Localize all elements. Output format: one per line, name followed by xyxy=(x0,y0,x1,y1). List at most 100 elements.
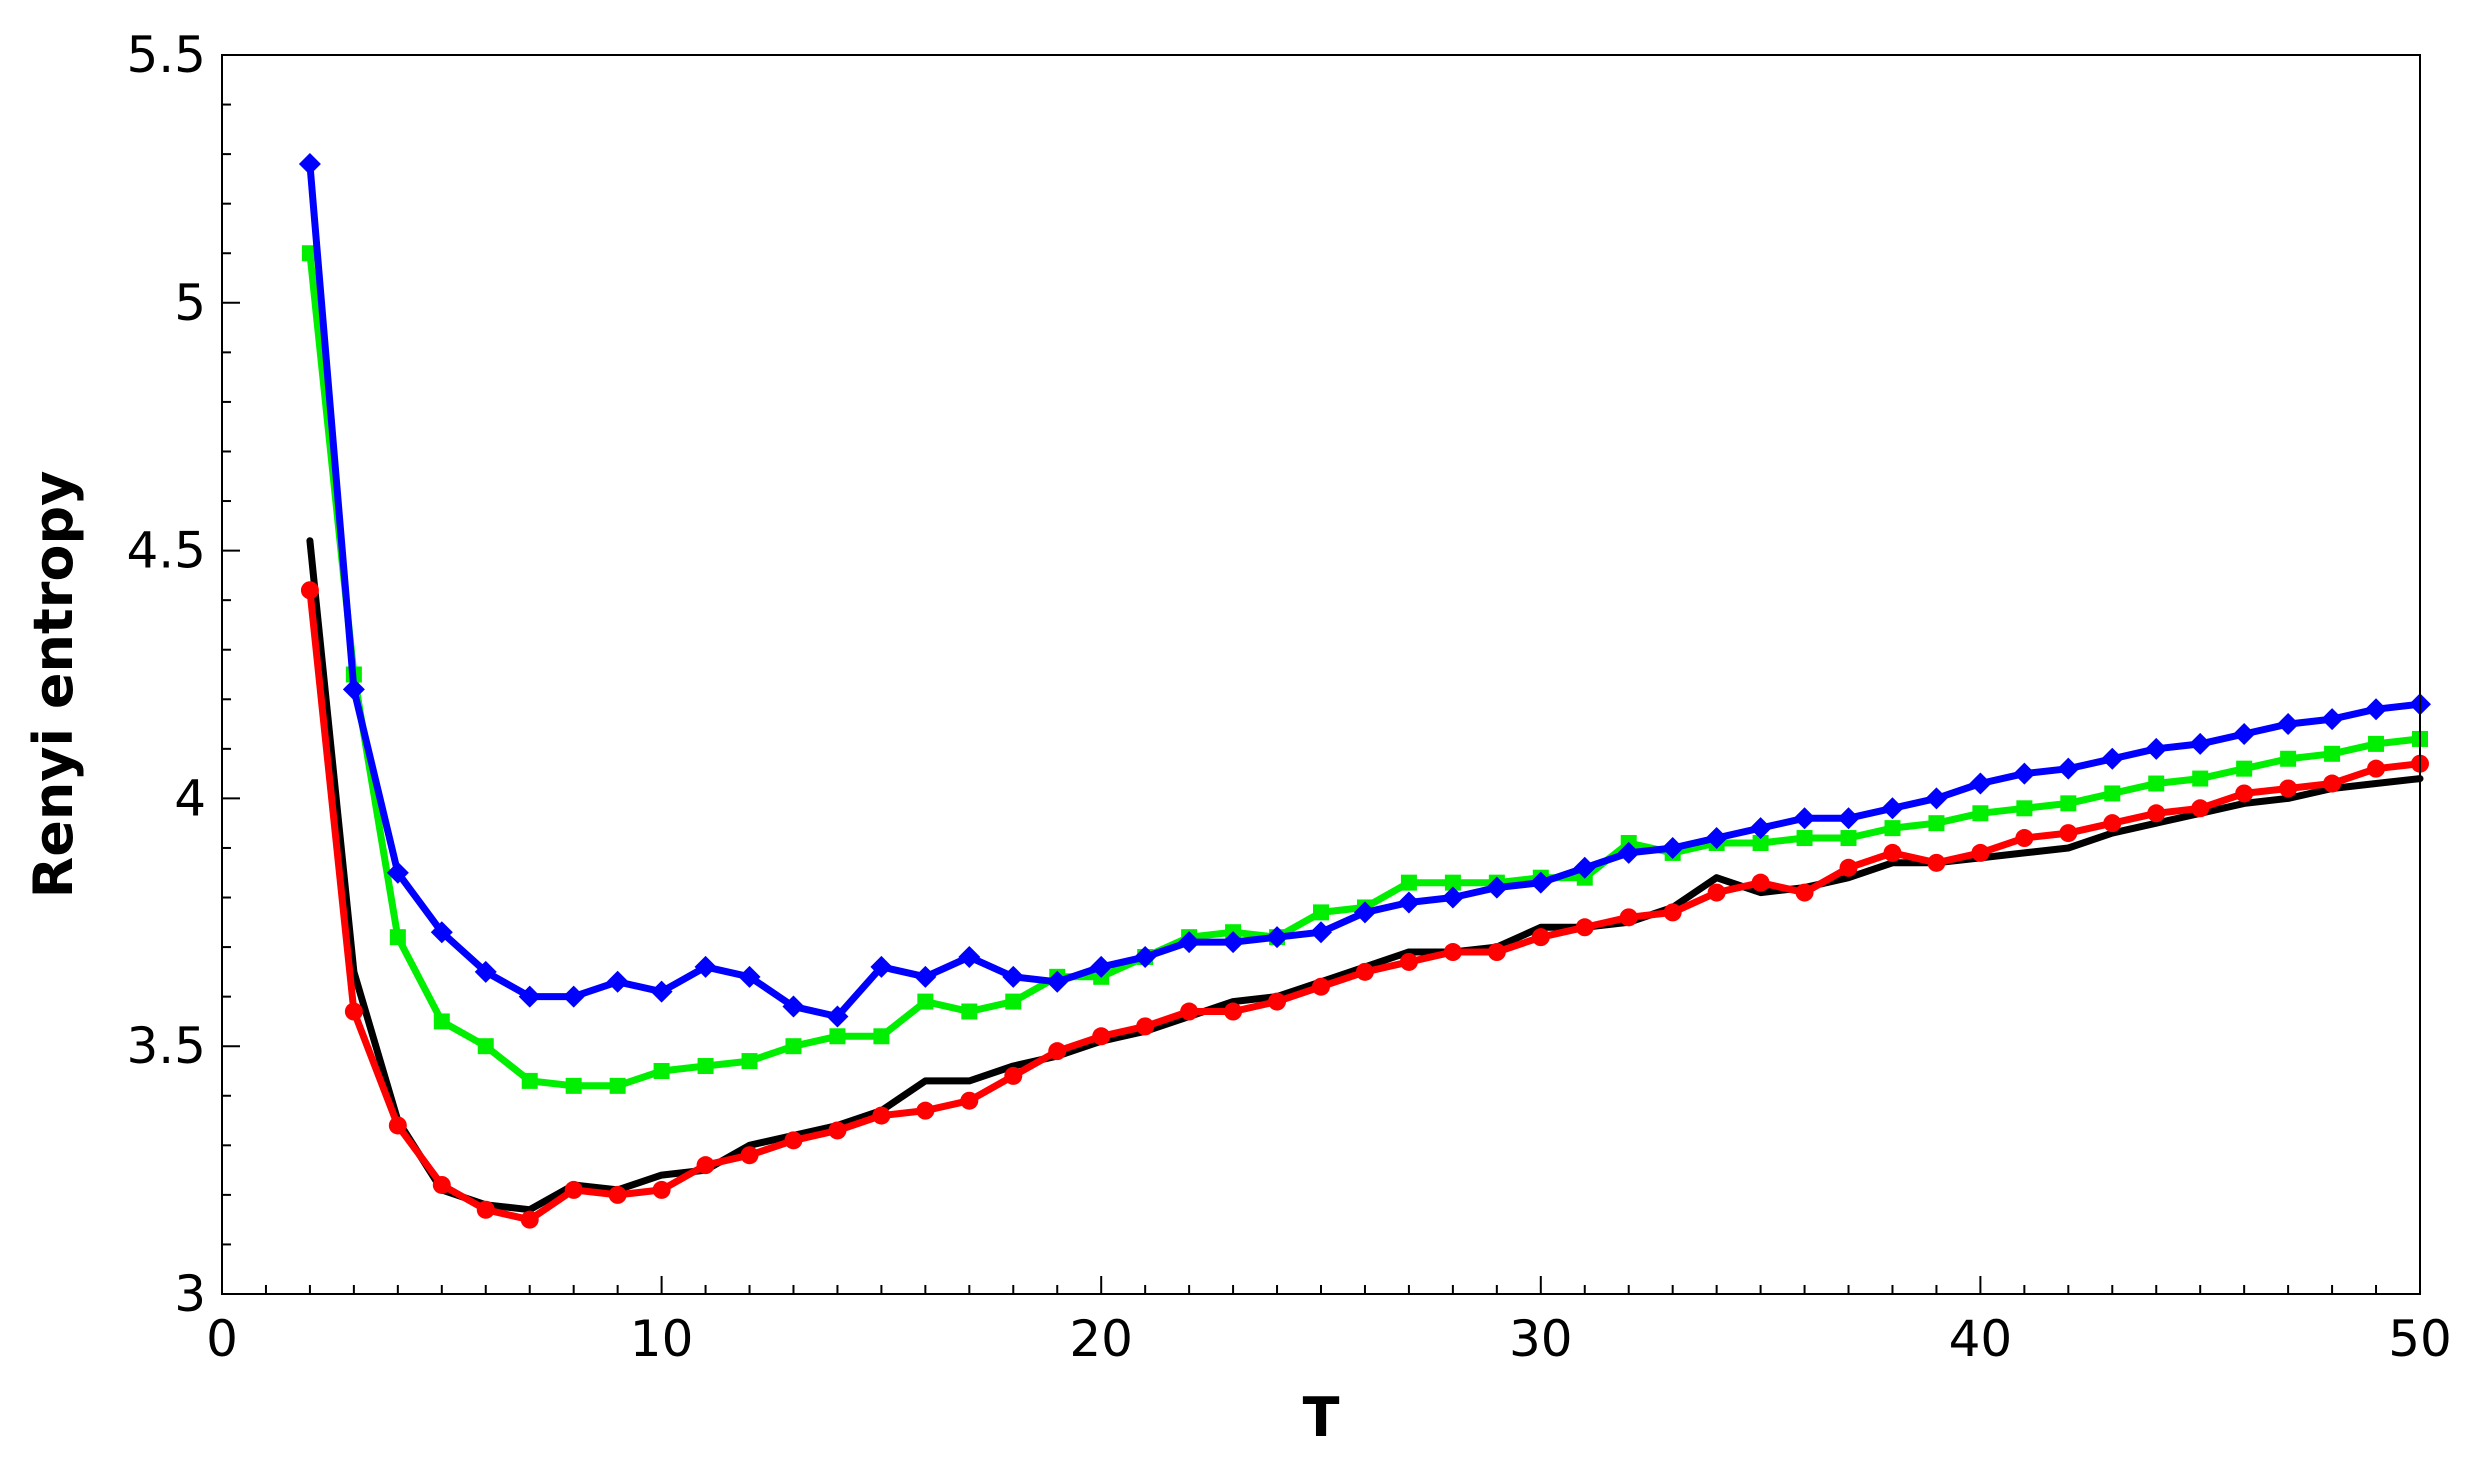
axes-layer: 0 10 20 30 40 50 3 3.5 4 4.5 5 5.5 xyxy=(126,26,2451,1368)
data-point xyxy=(342,678,365,701)
data-point xyxy=(2192,770,2209,787)
data-point xyxy=(1617,841,1640,864)
x-tick-label: 0 xyxy=(206,1310,238,1368)
data-point xyxy=(2013,762,2036,785)
data-point xyxy=(1751,873,1770,892)
data-point xyxy=(960,1091,979,1110)
data-point xyxy=(1661,836,1684,859)
data-point xyxy=(2060,795,2077,812)
data-point xyxy=(2236,760,2253,777)
data-point xyxy=(521,1072,538,1089)
data-point xyxy=(1883,843,1902,862)
y-tick-label: 4.5 xyxy=(126,522,206,580)
data-point xyxy=(741,1053,758,1070)
data-point xyxy=(1573,856,1596,879)
data-point xyxy=(2059,824,2078,843)
data-point xyxy=(870,955,893,978)
data-point xyxy=(1313,904,1329,921)
data-point xyxy=(2235,784,2254,803)
series-2 xyxy=(300,581,2429,1229)
data-point xyxy=(2233,722,2256,745)
data-point xyxy=(2015,829,2034,848)
data-point xyxy=(914,965,937,988)
data-point xyxy=(696,1156,715,1175)
data-point xyxy=(1749,817,1772,840)
data-point xyxy=(430,921,453,944)
x-tick-label: 50 xyxy=(2388,1310,2452,1368)
data-point xyxy=(1531,928,1550,947)
data-point xyxy=(1441,886,1464,909)
data-point xyxy=(1707,883,1726,902)
data-point xyxy=(2324,745,2341,762)
data-point xyxy=(1312,977,1330,996)
data-point xyxy=(961,1003,978,1020)
x-tick-label: 30 xyxy=(1509,1310,1573,1368)
data-point xyxy=(2057,757,2080,780)
data-point xyxy=(958,945,981,968)
data-point xyxy=(386,861,409,884)
data-point xyxy=(2145,737,2168,760)
data-point xyxy=(606,970,629,993)
data-point xyxy=(653,1062,670,1079)
data-point xyxy=(1136,1017,1155,1036)
data-point xyxy=(1752,835,1769,852)
data-point xyxy=(1222,931,1245,954)
data-point xyxy=(1092,1027,1111,1046)
data-point xyxy=(1881,797,1904,820)
data-point xyxy=(785,1038,802,1055)
data-point xyxy=(1485,876,1508,899)
data-point xyxy=(872,1106,891,1125)
data-point xyxy=(738,965,761,988)
data-point xyxy=(2367,759,2386,778)
data-point xyxy=(694,955,717,978)
data-point xyxy=(917,993,934,1010)
data-point xyxy=(2101,747,2124,770)
data-point xyxy=(1178,931,1201,954)
data-point xyxy=(2323,774,2342,793)
data-point xyxy=(476,1200,495,1219)
data-point xyxy=(697,1058,714,1075)
data-point xyxy=(1529,871,1552,894)
data-point xyxy=(1663,903,1682,922)
data-point xyxy=(1224,1002,1243,1021)
data-point xyxy=(1353,901,1376,924)
data-point xyxy=(2148,775,2165,792)
data-point xyxy=(1795,883,1814,902)
data-point xyxy=(1928,815,1945,832)
data-point xyxy=(1002,965,1025,988)
data-point xyxy=(2368,735,2385,752)
data-point xyxy=(432,1175,451,1194)
data-point xyxy=(1046,970,1069,993)
data-point xyxy=(873,1028,890,1045)
data-point xyxy=(2365,698,2388,721)
data-point xyxy=(1397,891,1420,914)
data-point xyxy=(1268,992,1287,1011)
data-point xyxy=(740,1146,759,1165)
data-point xyxy=(1004,1066,1023,1085)
data-point xyxy=(1793,807,1816,830)
data-point xyxy=(1619,908,1638,927)
data-point xyxy=(1840,830,1857,847)
series-4 xyxy=(298,153,2431,1028)
data-point xyxy=(477,1038,494,1055)
data-point xyxy=(1048,1042,1067,1061)
data-point xyxy=(1969,772,1992,795)
data-point xyxy=(389,929,406,946)
data-point xyxy=(518,985,541,1008)
data-point xyxy=(826,1005,849,1028)
data-point xyxy=(1266,926,1289,949)
data-point xyxy=(1971,843,1990,862)
data-point xyxy=(1399,952,1418,971)
data-point xyxy=(433,1013,450,1030)
data-point xyxy=(2277,713,2300,736)
data-point xyxy=(520,1210,539,1229)
data-point xyxy=(2104,785,2121,802)
data-point xyxy=(2191,799,2210,818)
data-point xyxy=(650,980,673,1003)
data-point xyxy=(564,1180,583,1199)
data-point xyxy=(608,1185,627,1204)
data-point xyxy=(1796,830,1813,847)
data-point xyxy=(1444,874,1461,891)
data-point xyxy=(784,1131,803,1150)
